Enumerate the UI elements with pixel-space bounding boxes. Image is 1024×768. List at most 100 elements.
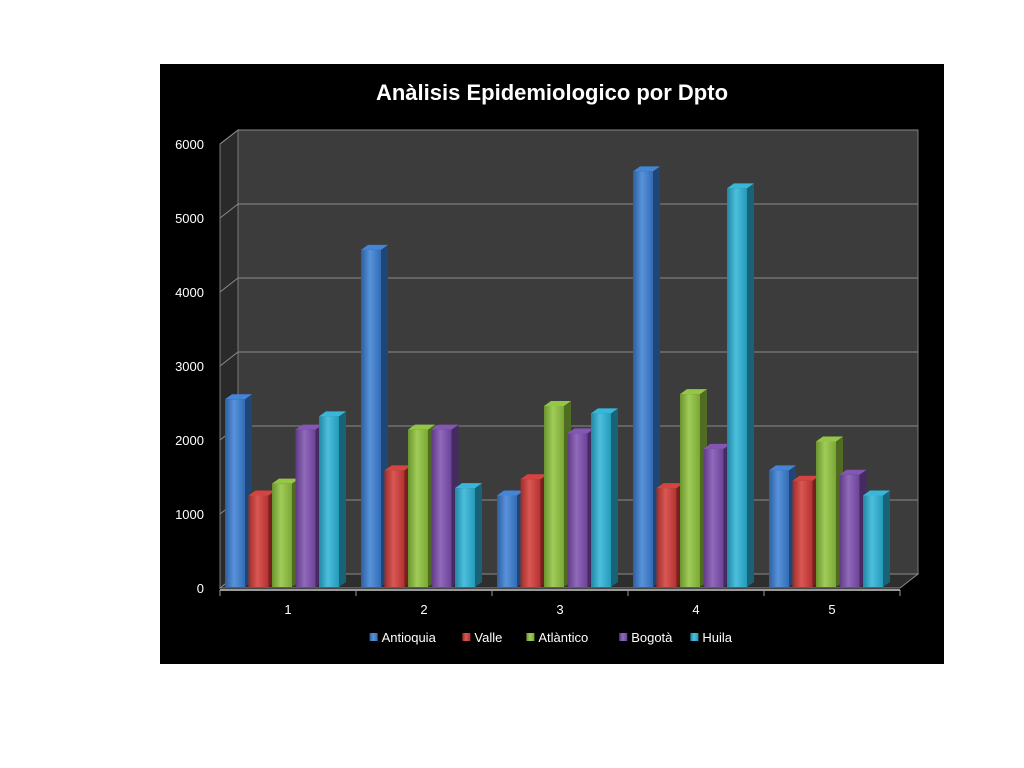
bar-top	[520, 474, 548, 480]
bar-front	[319, 416, 339, 587]
bar-front	[680, 394, 700, 587]
gridline-side	[219, 203, 239, 219]
bar-top	[703, 443, 731, 449]
bar-top	[656, 483, 684, 489]
y-tick-label: 1000	[175, 507, 204, 522]
bar-top	[408, 424, 435, 430]
bar-front	[384, 470, 405, 587]
legend: Antioquia Valle Atlàntico Bogotà Huila	[369, 630, 733, 645]
bar	[633, 166, 660, 587]
bar-top	[319, 411, 346, 417]
y-tick-label: 3000	[175, 359, 204, 374]
bar-top	[497, 490, 524, 496]
x-tick-label: 2	[420, 602, 427, 617]
gridline-side	[219, 277, 239, 293]
bar-front	[567, 433, 588, 587]
x-tick-label: 3	[556, 602, 563, 617]
bar	[225, 394, 252, 587]
bar-front	[272, 483, 292, 587]
bar	[792, 475, 820, 587]
bar-front	[431, 429, 452, 587]
bar	[384, 465, 412, 587]
bar-top	[792, 475, 820, 481]
legend-item: Valle	[462, 630, 502, 645]
y-tick-label: 2000	[175, 433, 204, 448]
bar-top	[680, 389, 707, 395]
bar-front	[703, 448, 724, 587]
bar-top	[727, 183, 754, 189]
bar-top	[431, 424, 459, 430]
legend-label: Atlàntico	[538, 630, 588, 645]
bar-top	[295, 424, 323, 430]
bar	[431, 424, 459, 587]
bar	[497, 490, 524, 587]
bar	[544, 400, 571, 587]
bar-side	[611, 408, 618, 587]
bar-top	[567, 428, 595, 434]
bar	[680, 389, 707, 587]
bar-front	[520, 479, 541, 587]
legend-swatch	[619, 633, 628, 641]
bar	[520, 474, 548, 587]
bar	[656, 483, 684, 587]
bar	[703, 443, 731, 587]
bar	[727, 183, 754, 587]
legend-label: Huila	[702, 630, 732, 645]
y-tick-label: 6000	[175, 137, 204, 152]
x-tick-label: 4	[692, 602, 699, 617]
bar-front	[497, 495, 517, 587]
y-tick-label: 5000	[175, 211, 204, 226]
bar-chart: Anàlisis Epidemiologico por Dpto 0100020…	[175, 80, 920, 645]
x-tick-label: 5	[828, 602, 835, 617]
bar-side	[653, 166, 660, 587]
bar-front	[633, 171, 653, 587]
legend-item: Bogotà	[619, 630, 673, 645]
bar-side	[747, 183, 754, 587]
bar-top	[633, 166, 660, 172]
bar	[408, 424, 435, 587]
bar-front	[839, 474, 860, 587]
bar-front	[863, 495, 883, 587]
bar-front	[225, 399, 245, 587]
bar-side	[475, 483, 482, 587]
bar-front	[295, 429, 316, 587]
bar	[361, 244, 388, 587]
bar	[567, 428, 595, 587]
bar-front	[792, 480, 813, 587]
bar-top	[455, 483, 482, 489]
legend-swatch	[462, 633, 471, 641]
bars	[225, 166, 890, 587]
bar-top	[863, 490, 890, 496]
legend-label: Valle	[474, 630, 502, 645]
bar-front	[656, 488, 677, 587]
bar-front	[544, 405, 564, 587]
bar-side	[883, 490, 890, 587]
bar-front	[769, 470, 789, 587]
bar-top	[591, 408, 618, 414]
bar-top	[544, 400, 571, 406]
x-axis-ticks: 1 2 3 4 5	[219, 590, 901, 617]
bar	[839, 469, 867, 587]
bar-front	[591, 413, 611, 587]
bar	[455, 483, 482, 587]
bar	[591, 408, 618, 587]
legend-swatch	[526, 633, 535, 641]
bar-side	[339, 411, 346, 587]
bar-top	[384, 465, 412, 471]
y-tick-label: 4000	[175, 285, 204, 300]
bar-top	[272, 478, 299, 484]
legend-item: Atlàntico	[526, 630, 588, 645]
gridline-side	[219, 351, 239, 367]
legend-item: Antioquia	[369, 630, 437, 645]
bar-top	[839, 469, 867, 475]
legend-label: Bogotà	[631, 630, 673, 645]
bar	[295, 424, 323, 587]
chart-title: Anàlisis Epidemiologico por Dpto	[376, 80, 728, 105]
gridline-side	[219, 129, 239, 145]
chart-panel: Anàlisis Epidemiologico por Dpto 0 1000 20…	[160, 64, 944, 664]
bar	[863, 490, 890, 587]
legend-label: Antioquia	[382, 630, 437, 645]
bar-top	[816, 436, 843, 442]
bar-front	[455, 488, 475, 587]
bar	[248, 490, 276, 587]
